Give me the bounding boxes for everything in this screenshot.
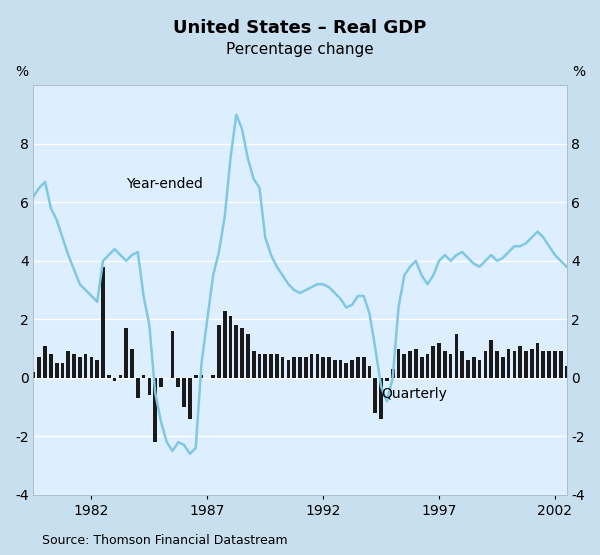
Bar <box>298 357 302 378</box>
Text: Quarterly: Quarterly <box>381 387 447 401</box>
Bar <box>368 366 371 378</box>
Text: United States – Real GDP: United States – Real GDP <box>173 19 427 37</box>
Bar <box>449 355 452 378</box>
Bar <box>217 325 221 378</box>
Bar <box>124 328 128 378</box>
Bar <box>322 357 325 378</box>
Bar <box>142 375 145 378</box>
Bar <box>269 355 273 378</box>
Bar <box>263 355 267 378</box>
Bar <box>373 378 377 413</box>
Bar <box>287 360 290 378</box>
Bar <box>518 346 522 378</box>
Bar <box>281 357 284 378</box>
Bar <box>148 378 151 395</box>
Bar <box>113 378 116 381</box>
Bar <box>362 357 365 378</box>
Bar <box>252 351 256 378</box>
Bar <box>512 351 516 378</box>
Bar <box>37 357 41 378</box>
Bar <box>530 349 533 378</box>
Bar <box>136 378 140 398</box>
Bar <box>235 325 238 378</box>
Bar <box>119 375 122 378</box>
Bar <box>43 346 47 378</box>
Bar <box>397 349 400 378</box>
Bar <box>170 331 175 378</box>
Bar <box>211 375 215 378</box>
Bar <box>78 357 82 378</box>
Bar <box>200 375 203 378</box>
Bar <box>547 351 551 378</box>
Bar <box>478 360 481 378</box>
Bar <box>107 375 110 378</box>
Bar <box>240 328 244 378</box>
Bar <box>32 372 35 378</box>
Bar <box>443 351 446 378</box>
Bar <box>414 349 418 378</box>
Bar <box>327 357 331 378</box>
Bar <box>466 360 470 378</box>
Bar <box>55 363 59 378</box>
Bar <box>188 378 192 418</box>
Text: %: % <box>15 65 28 79</box>
Text: %: % <box>572 65 585 79</box>
Bar <box>292 357 296 378</box>
Bar <box>61 363 64 378</box>
Bar <box>553 351 557 378</box>
Bar <box>316 355 319 378</box>
Bar <box>356 357 360 378</box>
Bar <box>379 378 383 418</box>
Bar <box>176 378 180 387</box>
Bar <box>154 378 157 442</box>
Bar <box>101 266 105 378</box>
Bar <box>484 351 487 378</box>
Bar <box>455 334 458 378</box>
Bar <box>350 360 354 378</box>
Bar <box>72 355 76 378</box>
Bar <box>420 357 424 378</box>
Text: Source: Thomson Financial Datastream: Source: Thomson Financial Datastream <box>42 534 287 547</box>
Bar <box>182 378 186 407</box>
Bar <box>304 357 308 378</box>
Bar <box>490 340 493 378</box>
Bar <box>275 355 278 378</box>
Bar <box>437 342 441 378</box>
Bar <box>391 369 395 378</box>
Bar <box>194 375 197 378</box>
Bar <box>501 357 505 378</box>
Bar <box>67 351 70 378</box>
Bar <box>310 355 313 378</box>
Bar <box>339 360 343 378</box>
Bar <box>507 349 511 378</box>
Text: Year-ended: Year-ended <box>126 176 203 191</box>
Bar <box>431 346 435 378</box>
Bar <box>472 357 476 378</box>
Bar <box>130 349 134 378</box>
Bar <box>229 316 232 378</box>
Bar <box>541 351 545 378</box>
Bar <box>95 360 99 378</box>
Bar <box>84 355 88 378</box>
Bar <box>460 351 464 378</box>
Bar <box>536 342 539 378</box>
Bar <box>223 311 227 378</box>
Bar <box>49 355 53 378</box>
Bar <box>344 363 348 378</box>
Bar <box>565 366 568 378</box>
Bar <box>257 355 261 378</box>
Bar <box>246 334 250 378</box>
Bar <box>159 378 163 387</box>
Bar <box>524 351 528 378</box>
Bar <box>408 351 412 378</box>
Bar <box>495 351 499 378</box>
Text: Percentage change: Percentage change <box>226 42 374 57</box>
Bar <box>403 355 406 378</box>
Bar <box>425 355 430 378</box>
Bar <box>559 351 563 378</box>
Bar <box>89 357 93 378</box>
Bar <box>333 360 337 378</box>
Bar <box>385 378 389 381</box>
